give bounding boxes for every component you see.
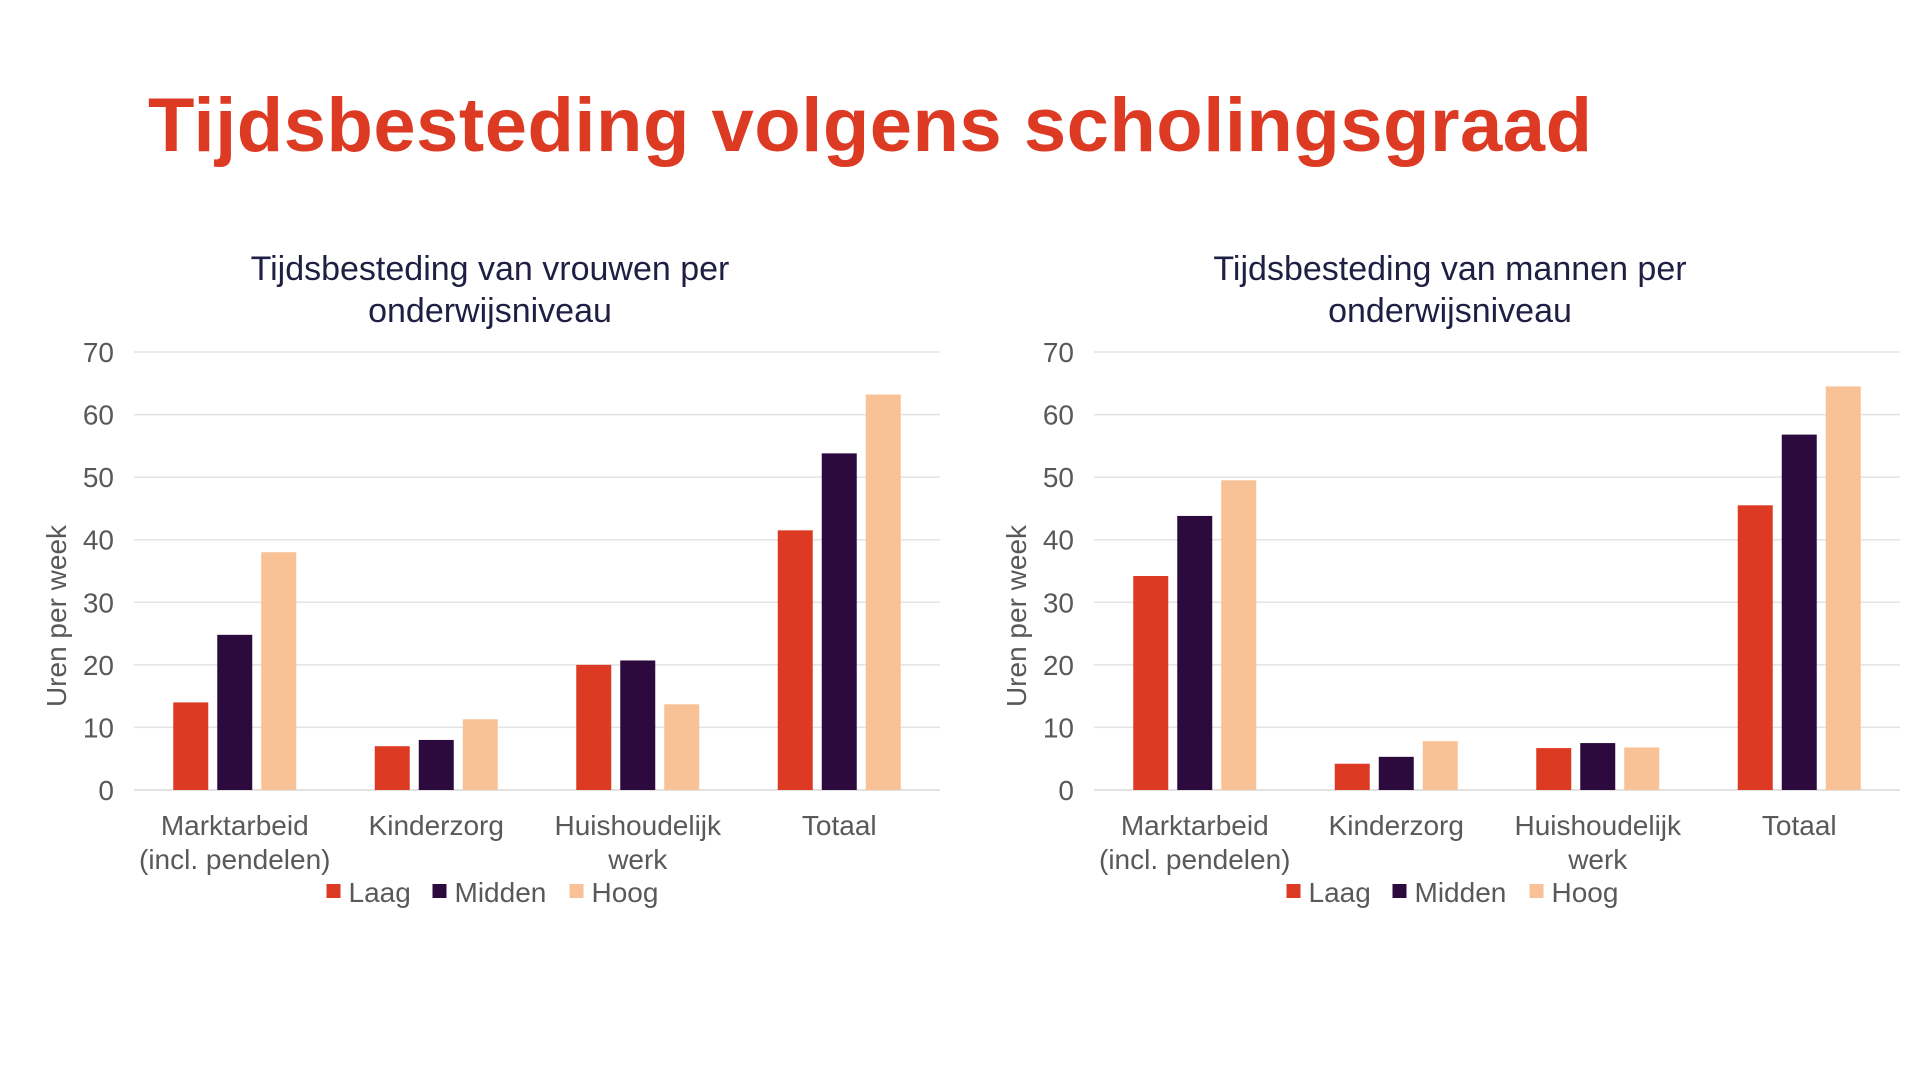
- bar-midden: [217, 634, 253, 790]
- bar-midden: [1177, 515, 1213, 790]
- legend-label: Midden: [1415, 877, 1507, 908]
- category-label: Marktarbeid: [1121, 810, 1269, 841]
- category-label: Huishoudelijk: [1514, 810, 1682, 841]
- bar-midden: [1781, 434, 1817, 790]
- bar-hoog: [1422, 741, 1458, 790]
- category-label: (incl. pendelen): [139, 844, 330, 875]
- category-label: Totaal: [802, 810, 877, 841]
- bar-laag: [374, 746, 410, 790]
- y-tick-label: 30: [83, 587, 114, 618]
- y-tick-label: 70: [1043, 337, 1074, 368]
- chart-women: Tijdsbesteding van vrouwen per onderwijsn…: [41, 250, 940, 908]
- category-label: werk: [607, 844, 668, 875]
- bar-midden: [1378, 756, 1414, 790]
- bar-hoog: [865, 394, 901, 790]
- category-label: Kinderzorg: [1329, 810, 1464, 841]
- bar-hoog: [462, 719, 498, 790]
- y-tick-label: 30: [1043, 587, 1074, 618]
- bar-laag: [1133, 576, 1169, 790]
- bar-midden: [1580, 743, 1616, 790]
- bar-midden: [620, 660, 656, 790]
- bar-laag: [1536, 748, 1572, 790]
- chart-title-line: Tijdsbesteding van vrouwen per: [251, 250, 730, 288]
- bar-laag: [1737, 505, 1773, 790]
- chart-title-line: Tijdsbesteding van mannen per: [1213, 250, 1686, 288]
- y-tick-label: 50: [83, 462, 114, 493]
- legend-swatch-hoog: [1529, 884, 1544, 898]
- y-tick-label: 60: [1043, 400, 1074, 431]
- legend-swatch-hoog: [569, 884, 584, 898]
- legend-label: Hoog: [1552, 877, 1619, 908]
- bar-midden: [821, 453, 857, 790]
- y-tick-label: 70: [83, 337, 114, 368]
- chart-title-line: onderwijsniveau: [1328, 292, 1572, 330]
- chart-title-line: onderwijsniveau: [368, 292, 612, 330]
- category-label: werk: [1567, 844, 1628, 875]
- y-tick-label: 10: [1043, 712, 1074, 743]
- category-label: Huishoudelijk: [554, 810, 722, 841]
- bar-hoog: [261, 552, 297, 790]
- slide-title: Tijdsbesteding volgens scholingsgraad: [148, 83, 1593, 168]
- bar-hoog: [1221, 480, 1257, 790]
- y-tick-label: 0: [98, 775, 114, 806]
- category-label: Kinderzorg: [369, 810, 504, 841]
- legend-label: Laag: [1309, 877, 1371, 908]
- legend-swatch-midden: [432, 884, 447, 898]
- category-label: Marktarbeid: [161, 810, 309, 841]
- y-axis-label: Uren per week: [41, 524, 72, 707]
- y-tick-label: 20: [83, 650, 114, 681]
- y-tick-label: 0: [1058, 775, 1074, 806]
- category-label: (incl. pendelen): [1099, 844, 1290, 875]
- bar-laag: [1334, 763, 1370, 790]
- legend-swatch-laag: [326, 884, 341, 898]
- bar-laag: [173, 702, 209, 790]
- y-tick-label: 40: [83, 525, 114, 556]
- bar-hoog: [1825, 386, 1861, 790]
- legend-label: Hoog: [592, 877, 659, 908]
- y-tick-label: 60: [83, 400, 114, 431]
- bar-midden: [418, 739, 454, 790]
- legend-swatch-midden: [1392, 884, 1407, 898]
- y-tick-label: 40: [1043, 525, 1074, 556]
- bar-hoog: [1624, 747, 1660, 790]
- bar-laag: [777, 530, 813, 790]
- y-tick-label: 10: [83, 712, 114, 743]
- chart-men: Tijdsbesteding van mannen per onderwijsni…: [1001, 250, 1900, 908]
- legend-label: Midden: [455, 877, 547, 908]
- bar-laag: [576, 664, 612, 790]
- y-tick-label: 50: [1043, 462, 1074, 493]
- category-label: Totaal: [1762, 810, 1837, 841]
- y-axis-label: Uren per week: [1001, 524, 1032, 707]
- bar-hoog: [664, 704, 700, 790]
- legend-label: Laag: [349, 877, 411, 908]
- y-tick-label: 20: [1043, 650, 1074, 681]
- legend-swatch-laag: [1286, 884, 1301, 898]
